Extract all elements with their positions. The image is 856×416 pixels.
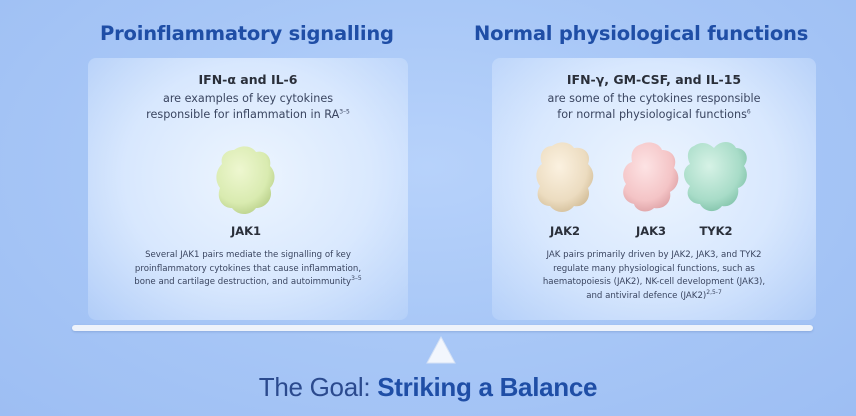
proinflammatory-heading: Proinflammatory signalling bbox=[100, 22, 394, 45]
goal-prefix: The Goal: bbox=[258, 372, 378, 402]
reference-superscript: 3–5 bbox=[339, 108, 350, 116]
physiological-description: JAK pairs primarily driven by JAK2, JAK3… bbox=[492, 249, 816, 303]
tyk2-label: TYK2 bbox=[699, 224, 733, 238]
goal-title: The Goal: Striking a Balance bbox=[0, 372, 856, 403]
proinflammatory-description: Several JAK1 pairs mediate the signallin… bbox=[88, 249, 408, 290]
proinflammatory-panel: IFN-α and IL-6 are examples of key cytok… bbox=[88, 58, 408, 320]
jak1-protein-icon bbox=[216, 146, 275, 214]
description-line: JAK pairs primarily driven by JAK2, JAK3… bbox=[546, 250, 762, 260]
cytokine-subtitle-line: are examples of key cytokines bbox=[162, 92, 334, 105]
cytokine-subtitle-line: are some of the cytokines responsible bbox=[547, 92, 761, 105]
jak2-label: JAK2 bbox=[549, 224, 581, 238]
cytokine-subtitle-line: responsible for inflammation in RA3–5 bbox=[146, 108, 350, 121]
tyk2-protein-icon bbox=[684, 142, 747, 212]
jak2-protein-icon bbox=[536, 142, 594, 212]
description-line: Several JAK1 pairs mediate the signallin… bbox=[145, 250, 351, 260]
balance-beam bbox=[72, 325, 813, 331]
description-line: and antiviral defence (JAK2)2,5-7 bbox=[586, 288, 722, 301]
cytokine-title: IFN-γ, GM-CSF, and IL-15 bbox=[566, 72, 742, 87]
cytokine-subtitle: are examples of key cytokines responsibl… bbox=[88, 91, 408, 123]
description-line: proinflammatory cytokines that cause inf… bbox=[134, 263, 362, 274]
goal-emphasis: Striking a Balance bbox=[377, 372, 598, 402]
jak3-label: JAK3 bbox=[635, 224, 667, 238]
description-line: haematopoiesis (JAK2), NK-cell developme… bbox=[542, 277, 766, 287]
cytokine-subtitle-line: for normal physiological functions6 bbox=[557, 108, 751, 121]
physiological-panel: IFN-γ, GM-CSF, and IL-15 are some of the… bbox=[492, 58, 816, 320]
jak1-label: JAK1 bbox=[230, 224, 262, 238]
reference-superscript: 3–5 bbox=[351, 275, 362, 283]
reference-superscript: 6 bbox=[746, 108, 751, 116]
description-line: bone and cartilage destruction, and auto… bbox=[134, 275, 362, 287]
cytokine-title: IFN-α and IL-6 bbox=[198, 72, 298, 87]
cytokine-subtitle: are some of the cytokines responsible fo… bbox=[492, 91, 816, 123]
fulcrum-triangle-icon bbox=[426, 335, 456, 364]
description-line: regulate many physiological functions, s… bbox=[553, 263, 755, 274]
jak3-protein-icon bbox=[623, 142, 679, 212]
physiological-heading: Normal physiological functions bbox=[474, 22, 809, 45]
reference-superscript: 2,5-7 bbox=[706, 288, 722, 296]
